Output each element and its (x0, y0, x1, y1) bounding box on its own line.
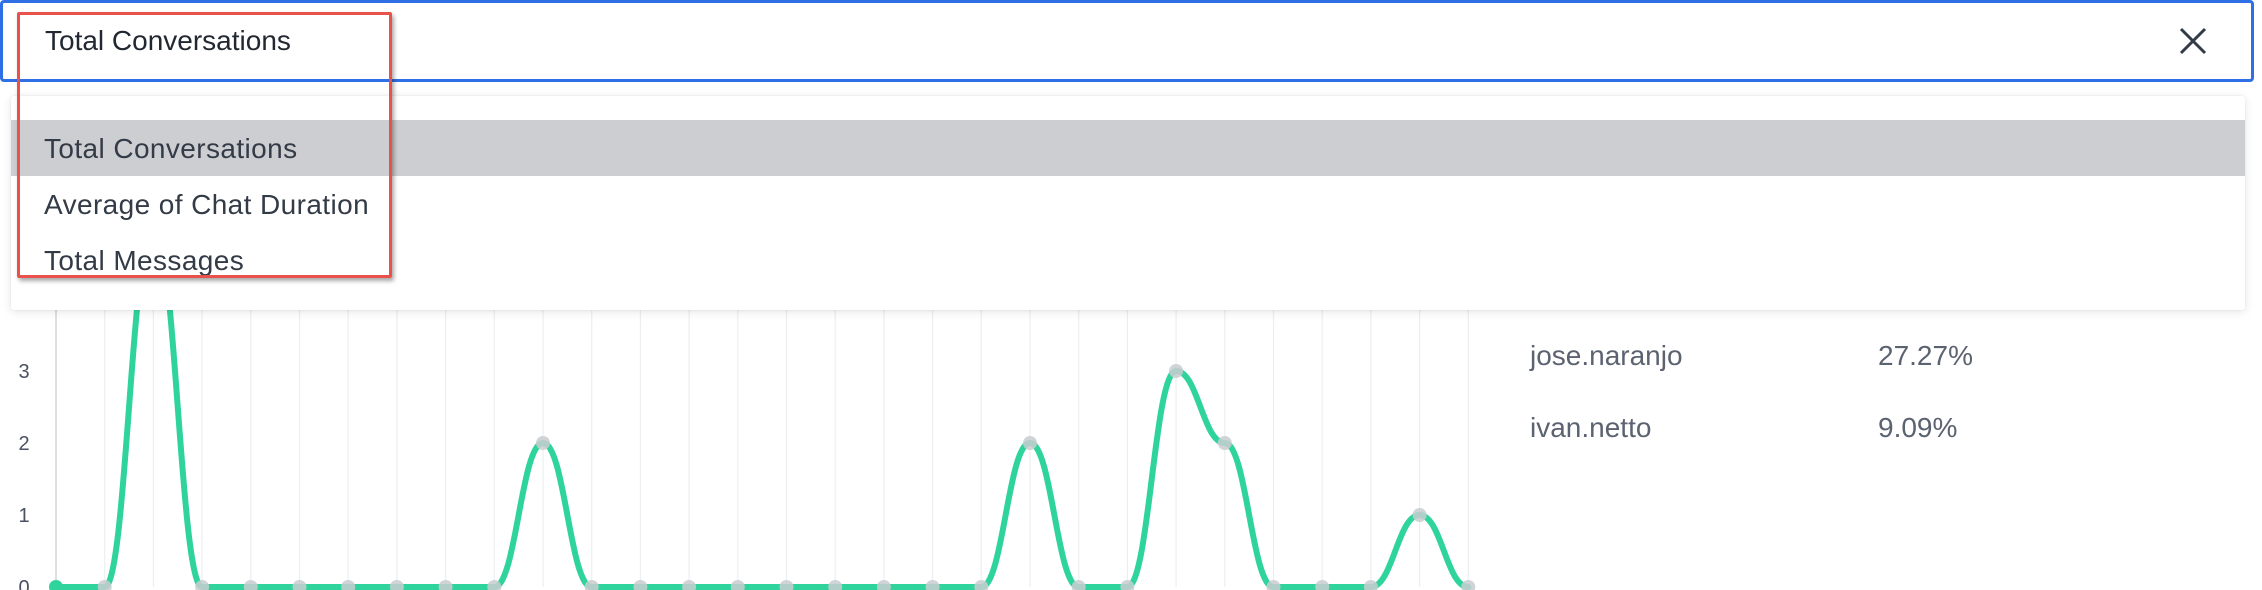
data-point (584, 580, 599, 590)
clear-selection-button[interactable] (2173, 21, 2213, 61)
data-point (243, 580, 258, 590)
option-label: Total Conversations (44, 133, 298, 164)
data-point (292, 580, 307, 590)
data-point (633, 580, 648, 590)
data-point (487, 580, 502, 590)
data-point (1266, 580, 1281, 590)
y-tick-label: 1 (18, 505, 29, 527)
stat-name: jose.naranjo (1530, 340, 1683, 371)
stat-name: ivan.netto (1530, 412, 1652, 443)
y-tick-label: 2 (18, 433, 29, 455)
option-total-messages[interactable]: Total Messages (11, 232, 2245, 288)
data-point (682, 580, 697, 590)
data-point (1217, 436, 1232, 450)
data-point (974, 580, 989, 590)
chart-svg: 0 1 2 3 (18, 270, 1476, 590)
data-point (828, 580, 843, 590)
data-point (1363, 580, 1378, 590)
select-value: Total Conversations (45, 25, 291, 56)
close-icon (2179, 27, 2207, 55)
data-point (1461, 580, 1476, 590)
stats-list: jose.naranjo 27.27% ivan.netto 9.09% (1530, 330, 2230, 474)
series-line (53, 270, 1472, 590)
stat-percentage: 27.27% (1878, 340, 1973, 371)
data-point (341, 580, 356, 590)
data-point (925, 580, 940, 590)
stat-percentage: 9.09% (1878, 412, 1958, 443)
data-point (730, 580, 745, 590)
data-point (438, 580, 453, 590)
line-chart: 0 1 2 3 (0, 270, 1480, 590)
data-point (49, 580, 63, 590)
data-point (1120, 580, 1135, 590)
data-point (1412, 508, 1427, 522)
data-point (1071, 580, 1086, 590)
data-point (1315, 580, 1330, 590)
data-point (536, 436, 550, 450)
data-point (1169, 364, 1184, 378)
dropdown-menu: Total Conversations Average of Chat Dura… (11, 96, 2245, 310)
data-point (195, 580, 210, 590)
data-point (97, 580, 112, 590)
data-point (389, 580, 404, 590)
option-average-chat-duration[interactable]: Average of Chat Duration (11, 176, 2245, 232)
option-total-conversations[interactable]: Total Conversations (11, 120, 2245, 176)
metric-select[interactable]: Total Conversations (0, 0, 2254, 82)
stat-row: ivan.netto 9.09% (1530, 402, 2230, 474)
option-label: Average of Chat Duration (44, 189, 370, 220)
option-label: Total Messages (44, 245, 245, 276)
data-point (1023, 436, 1037, 450)
data-point (779, 580, 794, 590)
stat-row: jose.naranjo 27.27% (1530, 330, 2230, 402)
y-tick-label: 0 (18, 577, 29, 590)
y-tick-label: 3 (18, 361, 29, 383)
data-point (876, 580, 891, 590)
